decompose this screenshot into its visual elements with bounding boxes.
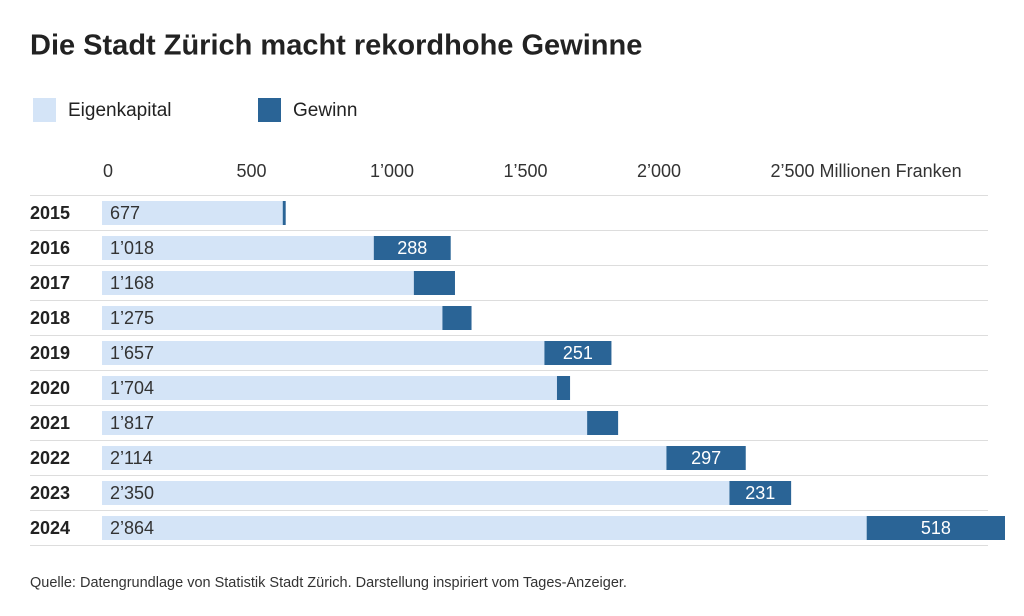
y-tick-label: 2019 [30,343,70,363]
y-tick-label: 2023 [30,483,70,503]
legend-swatch [258,98,281,122]
value-label: 231 [745,483,775,503]
bar [102,516,867,540]
bar [102,306,443,330]
bar [102,446,667,470]
bar [866,516,1005,540]
chart-title: Die Stadt Zürich macht rekordhohe Gewinn… [30,30,642,62]
x-tick-label: 2’500 Millionen Franken [771,161,962,181]
x-tick-label: 1’000 [370,161,414,181]
value-label: 1’275 [110,308,154,328]
value-label: 2’350 [110,483,154,503]
x-tick-label: 2’000 [637,161,681,181]
legend-label: Gewinn [293,100,357,121]
legend-label: Eigenkapital [68,100,172,121]
y-tick-label: 2021 [30,413,70,433]
y-tick-label: 2015 [30,203,70,223]
bar [373,236,451,260]
value-label: 1’018 [110,238,154,258]
bar [102,341,545,365]
x-tick-label: 0 [103,161,113,181]
bar [282,201,286,225]
value-label: 2’114 [110,448,153,468]
value-label: 1’817 [110,413,154,433]
y-tick-label: 2022 [30,448,70,468]
bar [413,271,455,295]
bar [102,376,557,400]
bar [102,271,414,295]
y-tick-label: 2018 [30,308,70,328]
y-tick-label: 2016 [30,238,70,258]
value-label: 297 [691,448,721,468]
bar [102,236,374,260]
legend-swatch [33,98,56,122]
y-tick-label: 2020 [30,378,70,398]
bar [442,306,472,330]
x-tick-label: 1’500 [504,161,548,181]
value-label: 251 [563,343,593,363]
y-tick-label: 2017 [30,273,70,293]
bar [102,201,283,225]
bar [729,481,792,505]
bar [556,376,571,400]
x-tick-label: 500 [237,161,267,181]
value-label: 1’704 [110,378,154,398]
value-label: 2’864 [110,518,154,538]
bar [544,341,612,365]
value-label: 518 [921,518,951,538]
bar [102,481,730,505]
value-label: 1’168 [110,273,154,293]
bar [666,446,746,470]
value-label: 677 [110,203,140,223]
bar [102,411,588,435]
bar [587,411,619,435]
source: Quelle: Datengrundlage von Statistik Sta… [30,575,627,591]
y-tick-label: 2024 [30,518,70,538]
value-label: 288 [397,238,427,258]
value-label: 1’657 [110,343,154,363]
